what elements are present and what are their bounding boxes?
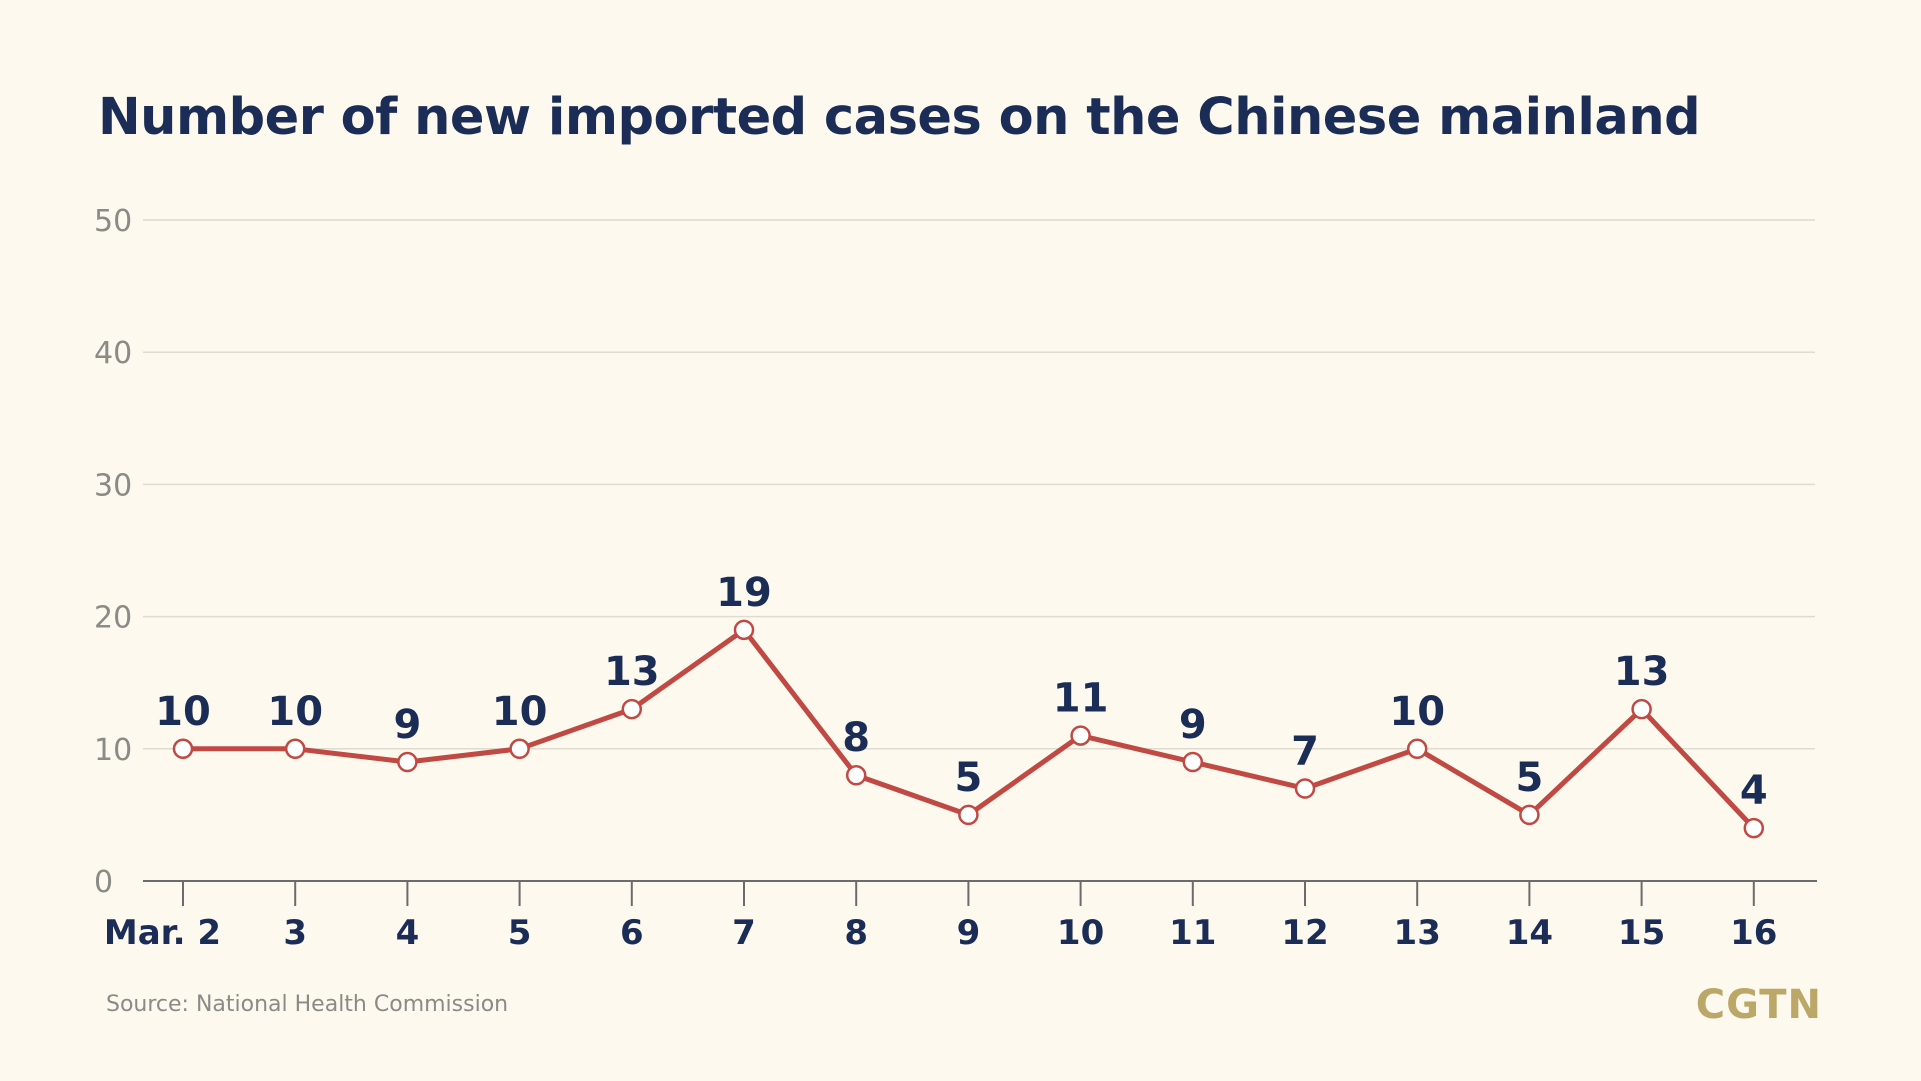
data-label: 10 — [155, 689, 211, 735]
y-tick-label: 30 — [94, 468, 132, 503]
data-point — [284, 738, 306, 760]
y-tick-label: 0 — [94, 865, 113, 900]
data-point — [1182, 751, 1204, 773]
data-label: 13 — [604, 649, 660, 695]
x-tick-label: 16 — [1730, 913, 1777, 953]
x-tick-label: 3 — [283, 913, 307, 953]
data-point — [397, 751, 418, 773]
x-tick-label: 5 — [508, 913, 532, 953]
data-label: 8 — [842, 715, 870, 761]
data-label: 7 — [1291, 728, 1319, 774]
cgtn-logo: CGTN — [1695, 982, 1822, 1028]
x-tick-label: 11 — [1169, 913, 1216, 953]
x-tick-label: 6 — [620, 913, 644, 953]
data-point — [621, 698, 643, 720]
data-label: 10 — [1389, 689, 1445, 735]
data-label: 19 — [716, 570, 772, 616]
chart-title: Number of new imported cases on the Chin… — [98, 88, 1701, 147]
data-label: 5 — [1515, 755, 1543, 801]
data-point — [1631, 698, 1652, 720]
x-tick-label: 4 — [396, 913, 420, 953]
data-point — [733, 619, 755, 641]
data-label: 9 — [393, 702, 421, 748]
data-label: 10 — [492, 689, 548, 735]
x-tick-label: 15 — [1618, 913, 1665, 953]
data-point — [1406, 738, 1428, 760]
data-label: 10 — [267, 689, 323, 735]
source-note: Source: National Health Commission — [106, 992, 509, 1017]
data-label: 11 — [1053, 676, 1109, 722]
data-point — [845, 764, 867, 786]
y-tick-label: 50 — [94, 204, 132, 239]
y-tick-label: 40 — [94, 336, 132, 371]
data-point — [1294, 778, 1316, 799]
data-point — [1743, 817, 1765, 839]
data-label: 4 — [1740, 768, 1768, 814]
y-tick-label: 20 — [94, 601, 132, 636]
data-point — [172, 738, 194, 760]
y-tick-label: 10 — [94, 733, 132, 768]
data-point — [1519, 804, 1540, 826]
x-tick-label: Mar. 2 — [104, 913, 221, 953]
x-tick-label: 12 — [1281, 913, 1328, 953]
x-tick-label: 14 — [1506, 913, 1553, 953]
data-label: 13 — [1614, 649, 1670, 695]
x-tick-label: 9 — [957, 913, 981, 953]
data-point — [1070, 725, 1091, 746]
data-point — [958, 804, 979, 826]
x-tick-label: 13 — [1394, 913, 1441, 953]
x-tick-label: 10 — [1057, 913, 1104, 953]
data-point — [509, 738, 530, 760]
data-label: 5 — [954, 755, 982, 801]
data-label: 9 — [1179, 702, 1207, 748]
x-tick-label: 7 — [732, 913, 756, 953]
x-tick-label: 8 — [844, 913, 868, 953]
